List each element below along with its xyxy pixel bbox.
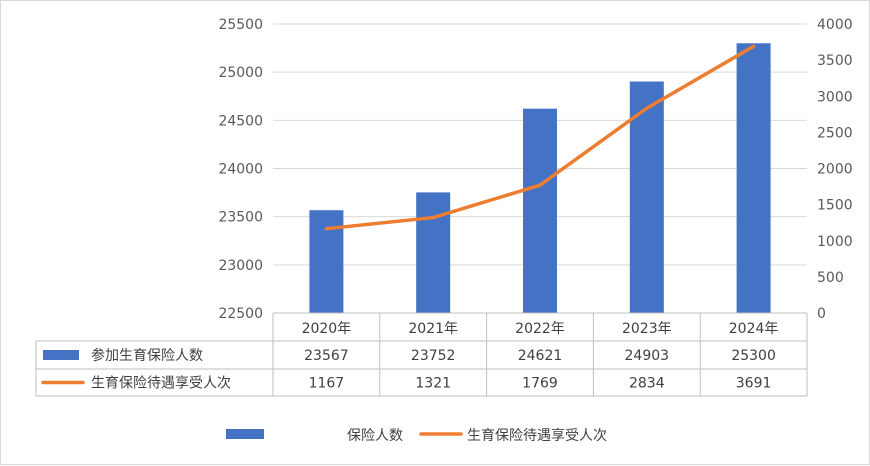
bar-series [309,43,771,314]
table-value: 2834 [629,376,665,392]
category-label: 2020年 [302,321,352,337]
right-tick-label: 3500 [817,53,853,69]
category-label: 2023年 [622,321,672,337]
bar [309,210,344,313]
left-tick-label: 24000 [218,162,263,178]
table-value: 24621 [518,348,563,364]
line-point [645,106,649,110]
right-tick-label: 1000 [817,234,853,250]
right-tick-label: 1500 [817,198,853,214]
right-tick-label: 2000 [817,162,853,178]
legend: 保险人数 生育保险待遇享受人次 [226,427,607,444]
bar [736,43,771,314]
line-point [752,44,756,48]
table-value: 1167 [309,376,345,392]
left-tick-label: 23000 [218,258,263,274]
bar [629,81,664,313]
table-value: 1321 [415,376,451,392]
legend-label: 生育保险待遇享受人次 [467,427,607,444]
right-tick-label: 2500 [817,125,853,141]
right-tick-label: 0 [817,306,826,322]
left-tick-label: 25000 [218,65,263,81]
legend-label: 保险人数 [347,428,403,444]
right-tick-label: 4000 [817,17,853,33]
table-value: 24903 [625,348,670,364]
category-label: 2024年 [729,321,779,337]
bar [523,108,557,313]
line-series [324,44,756,231]
left-tick-label: 23500 [218,210,263,226]
table-value: 23752 [411,348,456,364]
left-tick-label: 22500 [218,306,263,322]
legend-bar-key [226,429,264,439]
category-label: 2022年 [515,321,565,337]
series-row-label: 参加生育保险人数 [91,347,203,364]
table-value: 3691 [736,376,772,392]
table-value: 23567 [304,348,349,364]
line-point [538,183,542,187]
right-tick-label: 500 [817,270,844,286]
table-value: 1769 [522,376,558,392]
left-axis-ticks: 22500 23000 23500 24000 24500 25000 25500 [218,17,263,322]
table-bar-key [43,350,79,360]
bar [416,192,451,313]
table-value: 25300 [731,348,776,364]
series-row-label: 生育保险待遇享受人次 [91,375,231,392]
left-tick-label: 24500 [218,113,263,129]
left-tick-label: 25500 [218,17,263,33]
right-tick-label: 3000 [817,89,853,105]
line-point [431,216,435,220]
line-point [324,227,328,231]
right-axis-ticks: 0 500 1000 1500 2000 2500 3000 3500 4000 [817,17,853,322]
category-label: 2021年 [408,321,458,337]
